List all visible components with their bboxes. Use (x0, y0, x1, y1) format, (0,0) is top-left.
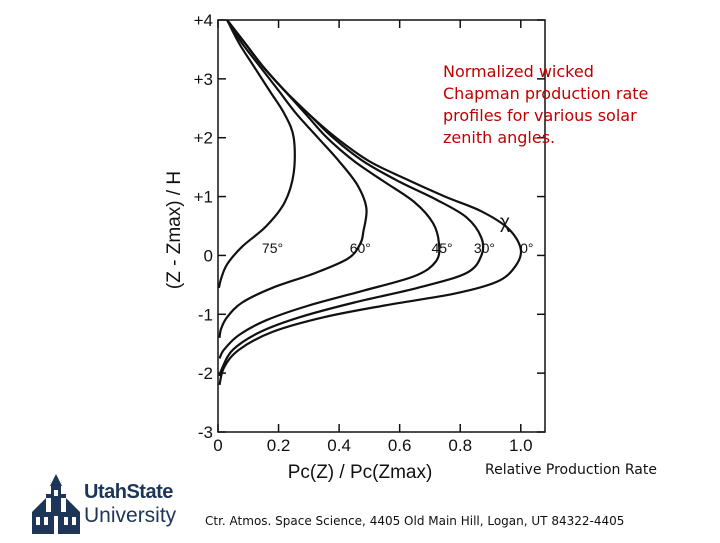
x-tick-label: 1.0 (509, 436, 533, 455)
x-tick-label: 0.2 (267, 436, 291, 455)
caption-line-4: zenith angles. (443, 128, 556, 147)
caption-line-2: Chapman production rate (443, 84, 649, 103)
logo-word-university: University (84, 504, 177, 527)
logo-word-utahstate: UtahState (84, 481, 173, 503)
y-tick-label: +2 (194, 129, 213, 148)
y-tick-label: +1 (194, 188, 213, 207)
caption-line-3: profiles for various solar (443, 106, 637, 125)
y-tick-label: +4 (194, 11, 213, 30)
axis-ticks: 0 0.2 0.4 0.6 0.8 1.0 -3 -2 -1 0 +1 +2 +3 +4 (194, 11, 545, 455)
relative-production-rate-label: Relative Production Rate (485, 462, 657, 478)
y-tick-label: 0 (204, 246, 213, 265)
curve-label: 60° (350, 240, 371, 256)
old-main-tower-icon (32, 474, 80, 534)
utah-state-logo: UtahState University (28, 472, 203, 538)
x-tick-label: 0.8 (448, 436, 472, 455)
curve-label: 0° (520, 240, 533, 256)
curve-label: 30° (474, 240, 495, 256)
y-tick-label: -2 (198, 364, 213, 383)
x-tick-label: 0.6 (388, 436, 412, 455)
figure-background (160, 14, 550, 470)
curve-label: 45° (431, 240, 452, 256)
curve-75deg (217, 19, 296, 289)
curve-45deg (218, 19, 441, 359)
footer-address: Ctr. Atmos. Space Science, 4405 Old Main… (205, 514, 625, 528)
x-axis-label: Pc(Z) / Pc(Zmax) (288, 462, 433, 483)
caption-line-1: Normalized wicked (443, 62, 594, 81)
y-axis-label: (Z - Zmax) / H (164, 171, 185, 289)
plot-frame (217, 19, 546, 433)
chi-symbol: χ (500, 212, 510, 233)
y-tick-label: +3 (194, 70, 213, 89)
curve-60deg (218, 19, 368, 339)
y-tick-label: -3 (198, 423, 213, 442)
curve-labels: 0° 30° 45° 60° 75° (262, 240, 534, 256)
caption: Normalized wicked Chapman production rat… (443, 61, 673, 149)
curves (217, 19, 523, 386)
curve-label: 75° (262, 240, 283, 256)
y-tick-label: -1 (198, 305, 213, 324)
x-tick-label: 0.4 (327, 436, 351, 455)
x-tick-label: 0 (213, 436, 222, 455)
